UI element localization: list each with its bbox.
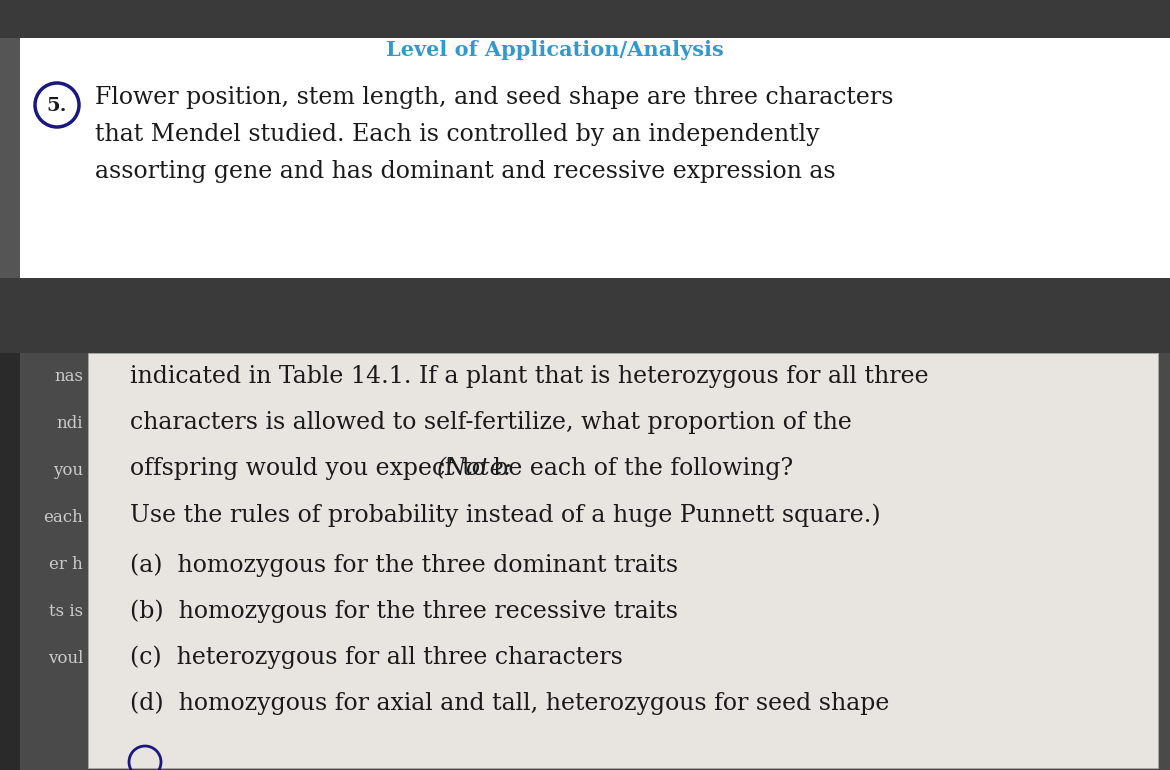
FancyBboxPatch shape [0,0,1170,38]
Text: Flower position, stem length, and seed shape are three characters: Flower position, stem length, and seed s… [95,86,894,109]
FancyBboxPatch shape [0,278,1170,353]
Text: you: you [53,462,83,479]
Text: Level of Application/Analysis: Level of Application/Analysis [386,40,724,60]
Text: nas: nas [54,368,83,385]
Text: voul: voul [48,650,83,667]
Text: offspring would you expect to be each of the following?: offspring would you expect to be each of… [130,457,800,480]
Text: each: each [43,509,83,526]
Text: Use the rules of probability instead of a huge Punnett square.): Use the rules of probability instead of … [130,503,881,527]
FancyBboxPatch shape [88,353,1158,768]
Text: 5.: 5. [47,97,67,115]
FancyBboxPatch shape [0,38,1170,278]
Text: ts is: ts is [49,603,83,620]
FancyBboxPatch shape [0,353,1170,770]
Text: characters is allowed to self-fertilize, what proportion of the: characters is allowed to self-fertilize,… [130,411,852,434]
FancyBboxPatch shape [0,353,20,770]
Text: indicated in Table 14.1. If a plant that is heterozygous for all three: indicated in Table 14.1. If a plant that… [130,365,929,388]
Text: er h: er h [49,556,83,573]
FancyBboxPatch shape [0,38,20,278]
Text: (d)  homozygous for axial and tall, heterozygous for seed shape: (d) homozygous for axial and tall, heter… [130,691,889,715]
Text: (c)  heterozygous for all three characters: (c) heterozygous for all three character… [130,645,622,668]
Text: assorting gene and has dominant and recessive expression as: assorting gene and has dominant and rece… [95,160,835,183]
Text: (Note:: (Note: [436,457,512,480]
Text: that Mendel studied. Each is controlled by an independently: that Mendel studied. Each is controlled … [95,123,820,146]
Text: (b)  homozygous for the three recessive traits: (b) homozygous for the three recessive t… [130,599,677,622]
Text: (a)  homozygous for the three dominant traits: (a) homozygous for the three dominant tr… [130,553,679,577]
Text: ndi: ndi [56,415,83,432]
